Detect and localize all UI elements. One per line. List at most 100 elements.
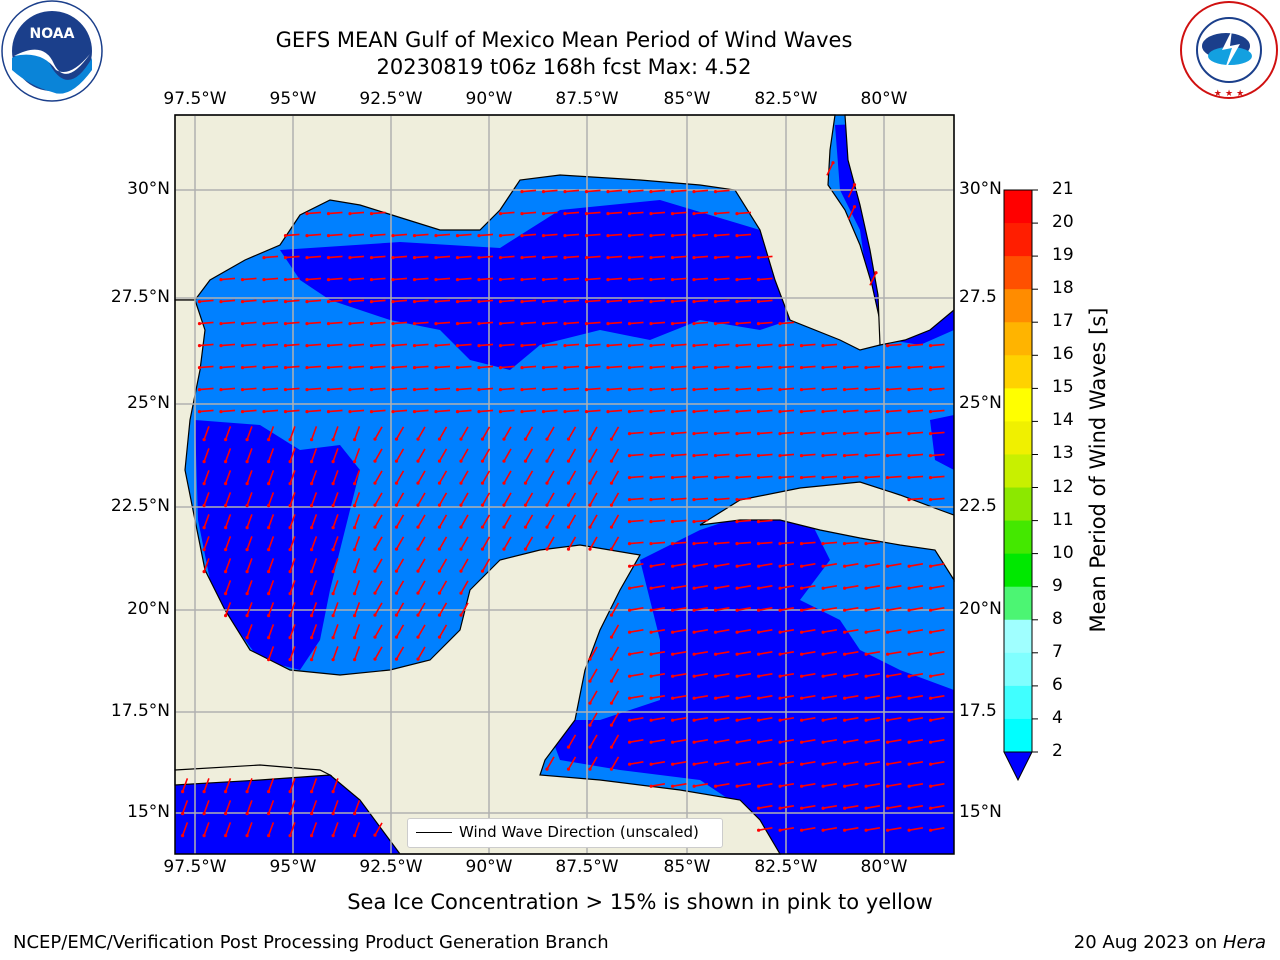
- wind-arrow-head: [735, 344, 739, 348]
- wind-arrow-head: [197, 410, 202, 414]
- wind-arrow: [371, 277, 386, 281]
- wind-arrow-head: [545, 547, 549, 551]
- wind-arrow-head: [886, 740, 890, 744]
- wind-arrow: [242, 299, 257, 303]
- wind-arrow: [289, 800, 296, 814]
- wind-arrow-head: [310, 812, 314, 816]
- wind-arrow: [567, 734, 577, 748]
- wind-arrow-head: [649, 344, 653, 348]
- wind-arrow: [374, 624, 383, 638]
- wind-arrow: [758, 695, 773, 699]
- wind-arrow-head: [627, 432, 632, 436]
- wind-arrow: [629, 761, 644, 765]
- wind-arrow: [758, 761, 773, 765]
- wind-arrow-head: [929, 674, 933, 678]
- wind-arrow: [263, 365, 279, 369]
- wind-arrow-head: [843, 784, 847, 788]
- wind-arrow: [417, 514, 426, 528]
- wind-arrow-head: [584, 344, 589, 348]
- colorbar-segment: [1004, 355, 1032, 389]
- wind-arrow-head: [671, 674, 675, 678]
- wind-arrow-head: [391, 410, 395, 414]
- wind-arrow-head: [671, 784, 675, 788]
- wind-arrow-head: [455, 344, 460, 348]
- wind-arrow: [779, 365, 795, 369]
- wind-arrow-head: [541, 322, 546, 326]
- wind-arrow: [328, 365, 343, 369]
- wind-arrow-head: [609, 767, 614, 771]
- wind-arrow: [865, 805, 881, 809]
- wind-arrow-head: [692, 190, 696, 194]
- wind-arrow: [289, 822, 296, 836]
- wind-arrow: [353, 646, 361, 660]
- wind-arrow: [672, 717, 687, 721]
- wind-arrow: [887, 475, 902, 479]
- wind-arrow: [353, 492, 361, 506]
- wind-arrow-head: [735, 212, 739, 216]
- wind-arrow: [758, 365, 773, 369]
- wind-arrow-head: [373, 459, 377, 463]
- wind-arrow-head: [929, 784, 933, 788]
- wind-arrow-head: [778, 476, 782, 480]
- wind-arrow: [629, 211, 644, 215]
- wind-arrow: [736, 277, 752, 281]
- wind-arrow-head: [353, 812, 357, 816]
- wind-arrow-head: [713, 388, 718, 392]
- wind-arrow-head: [240, 322, 245, 326]
- wind-arrow: [650, 629, 666, 633]
- wind-arrow-head: [800, 696, 804, 700]
- wind-arrow-head: [670, 454, 675, 458]
- wind-arrow-head: [310, 790, 314, 794]
- wind-arrow-head: [434, 278, 438, 282]
- wind-arrow: [224, 580, 232, 594]
- wind-arrow: [736, 585, 752, 589]
- wind-arrow-head: [262, 300, 266, 304]
- wind-arrow-head: [394, 525, 399, 529]
- wind-arrow: [414, 277, 429, 281]
- wind-arrow: [693, 717, 709, 721]
- colorbar-segment: [1004, 256, 1032, 290]
- wind-arrow-head: [649, 564, 653, 568]
- land-2: [174, 299, 782, 855]
- wind-arrow: [395, 646, 405, 660]
- colorbar-level-label: 9: [1052, 575, 1063, 596]
- wind-arrow: [289, 514, 296, 528]
- wind-arrow: [908, 475, 924, 479]
- wind-arrow: [865, 585, 881, 589]
- wind-arrow: [822, 783, 838, 787]
- wind-arrow: [758, 431, 773, 435]
- wind-arrow: [779, 321, 795, 325]
- wind-arrow-head: [369, 322, 374, 326]
- wind-arrow: [908, 453, 924, 457]
- wind-arrow: [607, 255, 623, 259]
- wind-arrow: [629, 453, 644, 457]
- wind-arrow-head: [735, 718, 739, 722]
- wind-arrow-head: [692, 454, 696, 458]
- wind-arrow-head: [928, 410, 933, 414]
- wind-arrow: [310, 624, 318, 638]
- lon-tick-top: 90°W: [465, 89, 513, 109]
- wind-arrow: [930, 761, 945, 765]
- wind-arrow: [779, 629, 795, 633]
- wind-arrow: [503, 514, 512, 528]
- wind-arrow-head: [907, 410, 911, 414]
- wind-arrow-head: [563, 388, 567, 392]
- wind-arrow: [395, 624, 405, 638]
- wind-arrow: [672, 233, 687, 237]
- wind-arrow-head: [757, 696, 761, 700]
- wind-arrow-head: [671, 762, 675, 766]
- wind-arrow: [801, 541, 816, 545]
- wind-arrow: [736, 739, 752, 743]
- wind-arrow-head: [821, 828, 825, 832]
- wind-arrow-head: [245, 614, 249, 618]
- wind-arrow: [650, 409, 666, 413]
- wind-arrow-head: [928, 476, 933, 480]
- wind-arrow-head: [455, 234, 460, 238]
- wind-arrow: [457, 255, 472, 259]
- wind-arrow: [332, 470, 339, 484]
- wind-arrow-head: [907, 828, 911, 832]
- wind-arrow: [306, 233, 322, 237]
- colorbar-level-label: 16: [1052, 344, 1074, 365]
- wind-arrow: [715, 343, 730, 347]
- lon-tick-top: 95°W: [269, 89, 317, 109]
